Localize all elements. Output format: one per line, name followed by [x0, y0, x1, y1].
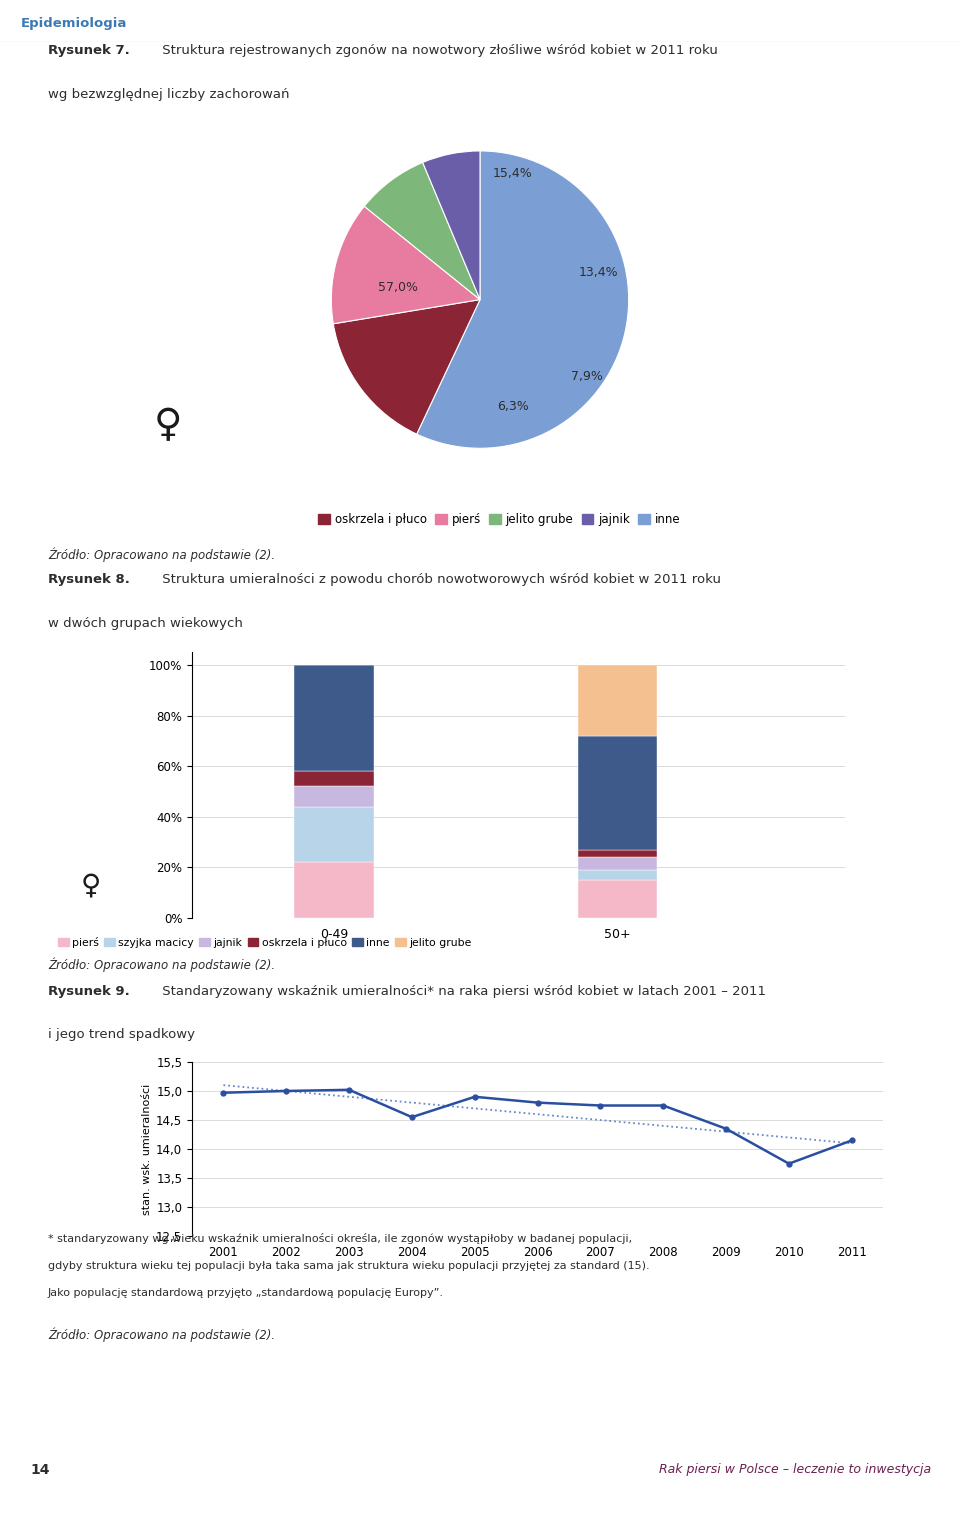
Bar [578, 736, 658, 850]
Bar [294, 771, 373, 786]
Text: Źródło: Opracowano na podstawie (2).: Źródło: Opracowano na podstawie (2). [48, 957, 276, 972]
Text: 13,4%: 13,4% [579, 267, 619, 279]
Text: i jego trend spadkowy: i jego trend spadkowy [48, 1029, 195, 1041]
Text: Struktura rejestrowanych zgonów na nowotwory złośliwe wśród kobiet w 2011 roku: Struktura rejestrowanych zgonów na nowot… [158, 44, 718, 58]
Text: Struktura umieralności z powodu chorób nowotworowych wśród kobiet w 2011 roku: Struktura umieralności z powodu chorób n… [158, 573, 721, 587]
Wedge shape [333, 300, 480, 434]
Text: 7,9%: 7,9% [571, 370, 603, 384]
Y-axis label: stan. wsk. umieralności: stan. wsk. umieralności [142, 1083, 152, 1215]
Text: ♀: ♀ [154, 405, 182, 444]
Text: * standaryzowany wg wieku wskaźnik umieralności określa, ile zgonów wystąpiłoby : * standaryzowany wg wieku wskaźnik umier… [48, 1233, 632, 1244]
Text: Jako populację standardową przyjęto „standardową populację Europy”.: Jako populację standardową przyjęto „sta… [48, 1288, 444, 1299]
Wedge shape [331, 206, 480, 323]
Wedge shape [364, 162, 480, 300]
Text: 14: 14 [31, 1462, 50, 1478]
Bar [578, 850, 658, 857]
Legend: pierś, szyjka macicy, jajnik, oskrzela i płuco, inne, jelito grube: pierś, szyjka macicy, jajnik, oskrzela i… [54, 933, 476, 951]
Text: Rysunek 7.: Rysunek 7. [48, 44, 130, 58]
Bar [578, 880, 658, 918]
Legend: oskrzela i płuco, pierś, jelito grube, jajnik, inne: oskrzela i płuco, pierś, jelito grube, j… [314, 508, 684, 531]
Bar [578, 664, 658, 736]
Bar [294, 807, 373, 862]
Text: 57,0%: 57,0% [378, 281, 419, 294]
Text: Standaryzowany wskaźnik umieralności* na raka piersi wśród kobiet w latach 2001 : Standaryzowany wskaźnik umieralności* na… [158, 985, 766, 998]
Text: w dwóch grupach wiekowych: w dwóch grupach wiekowych [48, 617, 243, 630]
Text: Źródło: Opracowano na podstawie (2).: Źródło: Opracowano na podstawie (2). [48, 548, 276, 563]
Text: 6,3%: 6,3% [497, 400, 529, 413]
Text: 15,4%: 15,4% [492, 167, 533, 179]
Wedge shape [417, 152, 629, 449]
Bar [294, 664, 373, 771]
Text: Rysunek 9.: Rysunek 9. [48, 985, 130, 998]
Text: Źródło: Opracowano na podstawie (2).: Źródło: Opracowano na podstawie (2). [48, 1327, 276, 1343]
Text: gdyby struktura wieku tej populacji była taka sama jak struktura wieku populacji: gdyby struktura wieku tej populacji była… [48, 1261, 650, 1271]
Bar [578, 869, 658, 880]
Bar [294, 862, 373, 918]
Text: Rysunek 8.: Rysunek 8. [48, 573, 130, 587]
Bar [578, 857, 658, 869]
Wedge shape [422, 152, 480, 300]
Text: wg bezwzględnej liczby zachorowań: wg bezwzględnej liczby zachorowań [48, 88, 290, 100]
Bar [294, 786, 373, 807]
Text: ♀: ♀ [81, 872, 102, 900]
Text: Rak piersi w Polsce – leczenie to inwestycja: Rak piersi w Polsce – leczenie to inwest… [660, 1464, 931, 1476]
Text: Epidemiologia: Epidemiologia [21, 17, 128, 30]
